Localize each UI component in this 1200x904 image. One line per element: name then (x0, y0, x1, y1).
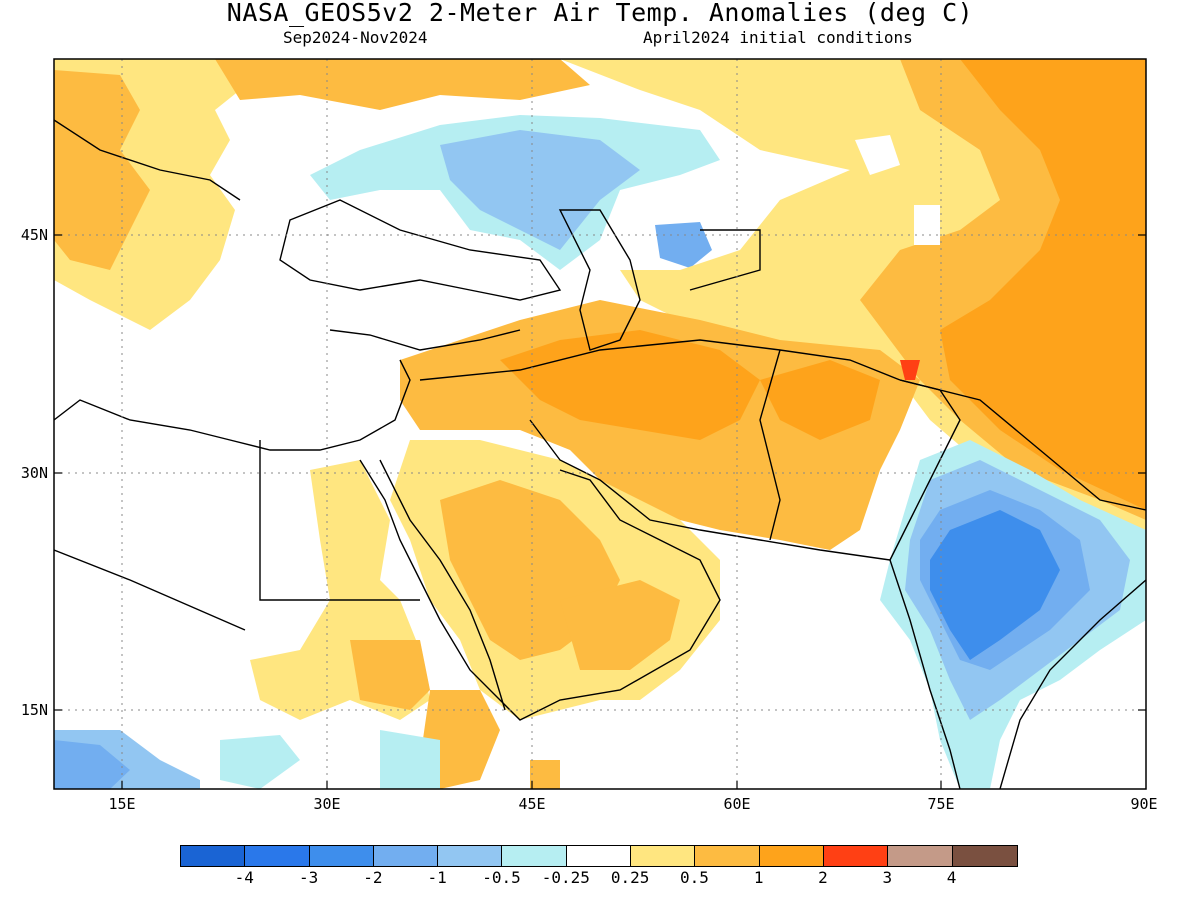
legend-label: -0.5 (482, 868, 521, 887)
legend-swatch-4 (438, 846, 503, 866)
legend-swatch-1 (245, 846, 310, 866)
lon-label-60e: 60E (723, 795, 751, 813)
legend-label: 0.25 (610, 868, 650, 887)
legend-label: 4 (946, 868, 957, 887)
map-title: NASA_GEOS5v2 2-Meter Air Temp. Anomalies… (226, 0, 974, 27)
forecast-period: Sep2024-Nov2024 (283, 28, 428, 47)
legend-label: -4 (234, 868, 254, 887)
lon-label-15e: 15E (108, 795, 136, 813)
legend-label: 2 (818, 868, 828, 887)
legend-label: -2 (363, 868, 383, 887)
axis-ticks (54, 234, 1146, 789)
legend-swatch-8 (695, 846, 760, 866)
legend-label: 3 (882, 868, 893, 887)
lat-label-15n: 15N (20, 701, 48, 719)
color-legend (180, 845, 1018, 867)
legend-swatch-2 (309, 846, 374, 866)
map-frame (53, 58, 1147, 790)
lon-label-90e: 90E (1130, 795, 1158, 813)
legend-swatch-5 (502, 846, 567, 866)
legend-label: -0.25 (541, 868, 590, 887)
legend-label: -1 (427, 868, 447, 887)
anomaly-fields (54, 59, 1146, 789)
legend-label: 0.5 (679, 868, 709, 887)
lon-label-30e: 30E (313, 795, 341, 813)
lat-label-30n: 30N (20, 464, 48, 482)
legend-swatch-9 (759, 846, 824, 866)
legend-label: 1 (753, 868, 764, 887)
legend-swatch-3 (373, 846, 439, 866)
legend-swatch-6 (566, 846, 632, 866)
lon-label-45e: 45E (518, 795, 546, 813)
legend-swatch-10 (823, 846, 889, 866)
lat-label-45n: 45N (20, 226, 48, 244)
legend-swatch-7 (631, 846, 696, 866)
initial-conditions: April2024 initial conditions (643, 28, 913, 47)
legend-label: -3 (298, 868, 319, 887)
coastlines (54, 119, 1146, 789)
legend-swatch-11 (888, 846, 953, 866)
legend-swatch-0 (181, 846, 246, 866)
lon-label-75e: 75E (927, 795, 955, 813)
legend-swatch-12 (952, 846, 1017, 866)
map-gridlines (54, 59, 1146, 789)
